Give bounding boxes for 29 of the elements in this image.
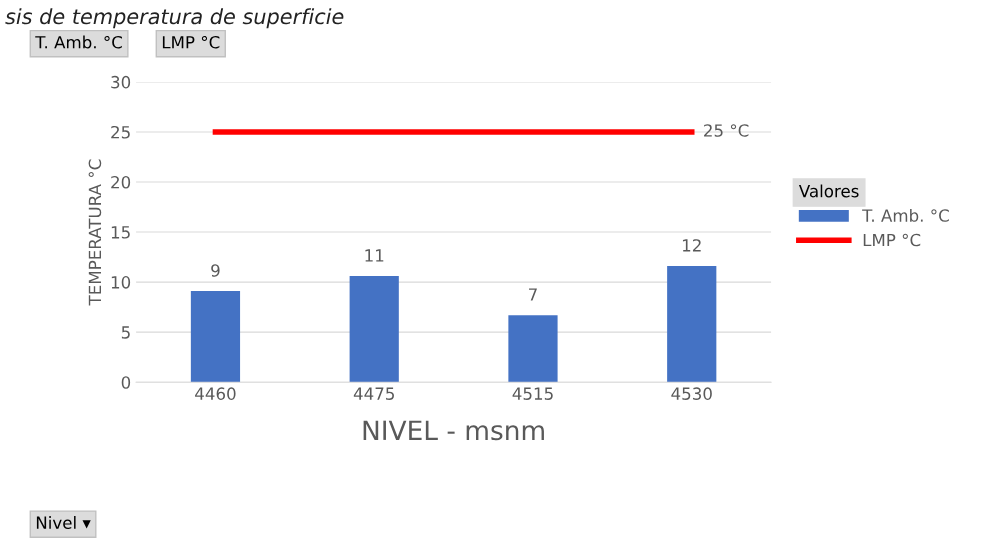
y-axis-title: TEMPERATURA °C [88, 159, 102, 306]
legend-label: T. Amb. °C [862, 208, 949, 222]
bar [508, 315, 558, 383]
data-label: 7 [529, 288, 537, 301]
bar [667, 266, 717, 383]
y-tick-label: 15 [111, 226, 130, 239]
y-tick-label: 30 [111, 75, 131, 89]
y-tick-label: 20 [111, 175, 131, 189]
data-label: 12 [682, 239, 701, 252]
legend-title: Valores [798, 184, 859, 198]
x-tick-label: 4460 [195, 387, 236, 400]
x-tick-label: 4475 [353, 387, 394, 400]
y-tick-label: 0 [121, 376, 131, 389]
text: T. Amb. °C [35, 35, 122, 49]
y-tick-label: 5 [121, 326, 130, 339]
x-tick-label: 4515 [512, 387, 553, 400]
x-axis-title: NIVEL - msnm [363, 420, 544, 441]
legend-label: LMP °C [863, 233, 921, 247]
x-tick-label: 4530 [671, 387, 712, 400]
data-label: 9 [211, 264, 220, 277]
data-label: 11 [365, 249, 384, 262]
bar [349, 276, 399, 383]
data-label: 25 °C [704, 124, 749, 137]
chart-title: sis de temperatura de superficie [5, 8, 344, 29]
text: LMP °C [162, 35, 220, 49]
bar [190, 291, 241, 383]
text: Nivel ▾ [36, 516, 91, 529]
y-tick-label: 25 [111, 125, 130, 139]
y-tick-label: 10 [111, 276, 131, 289]
